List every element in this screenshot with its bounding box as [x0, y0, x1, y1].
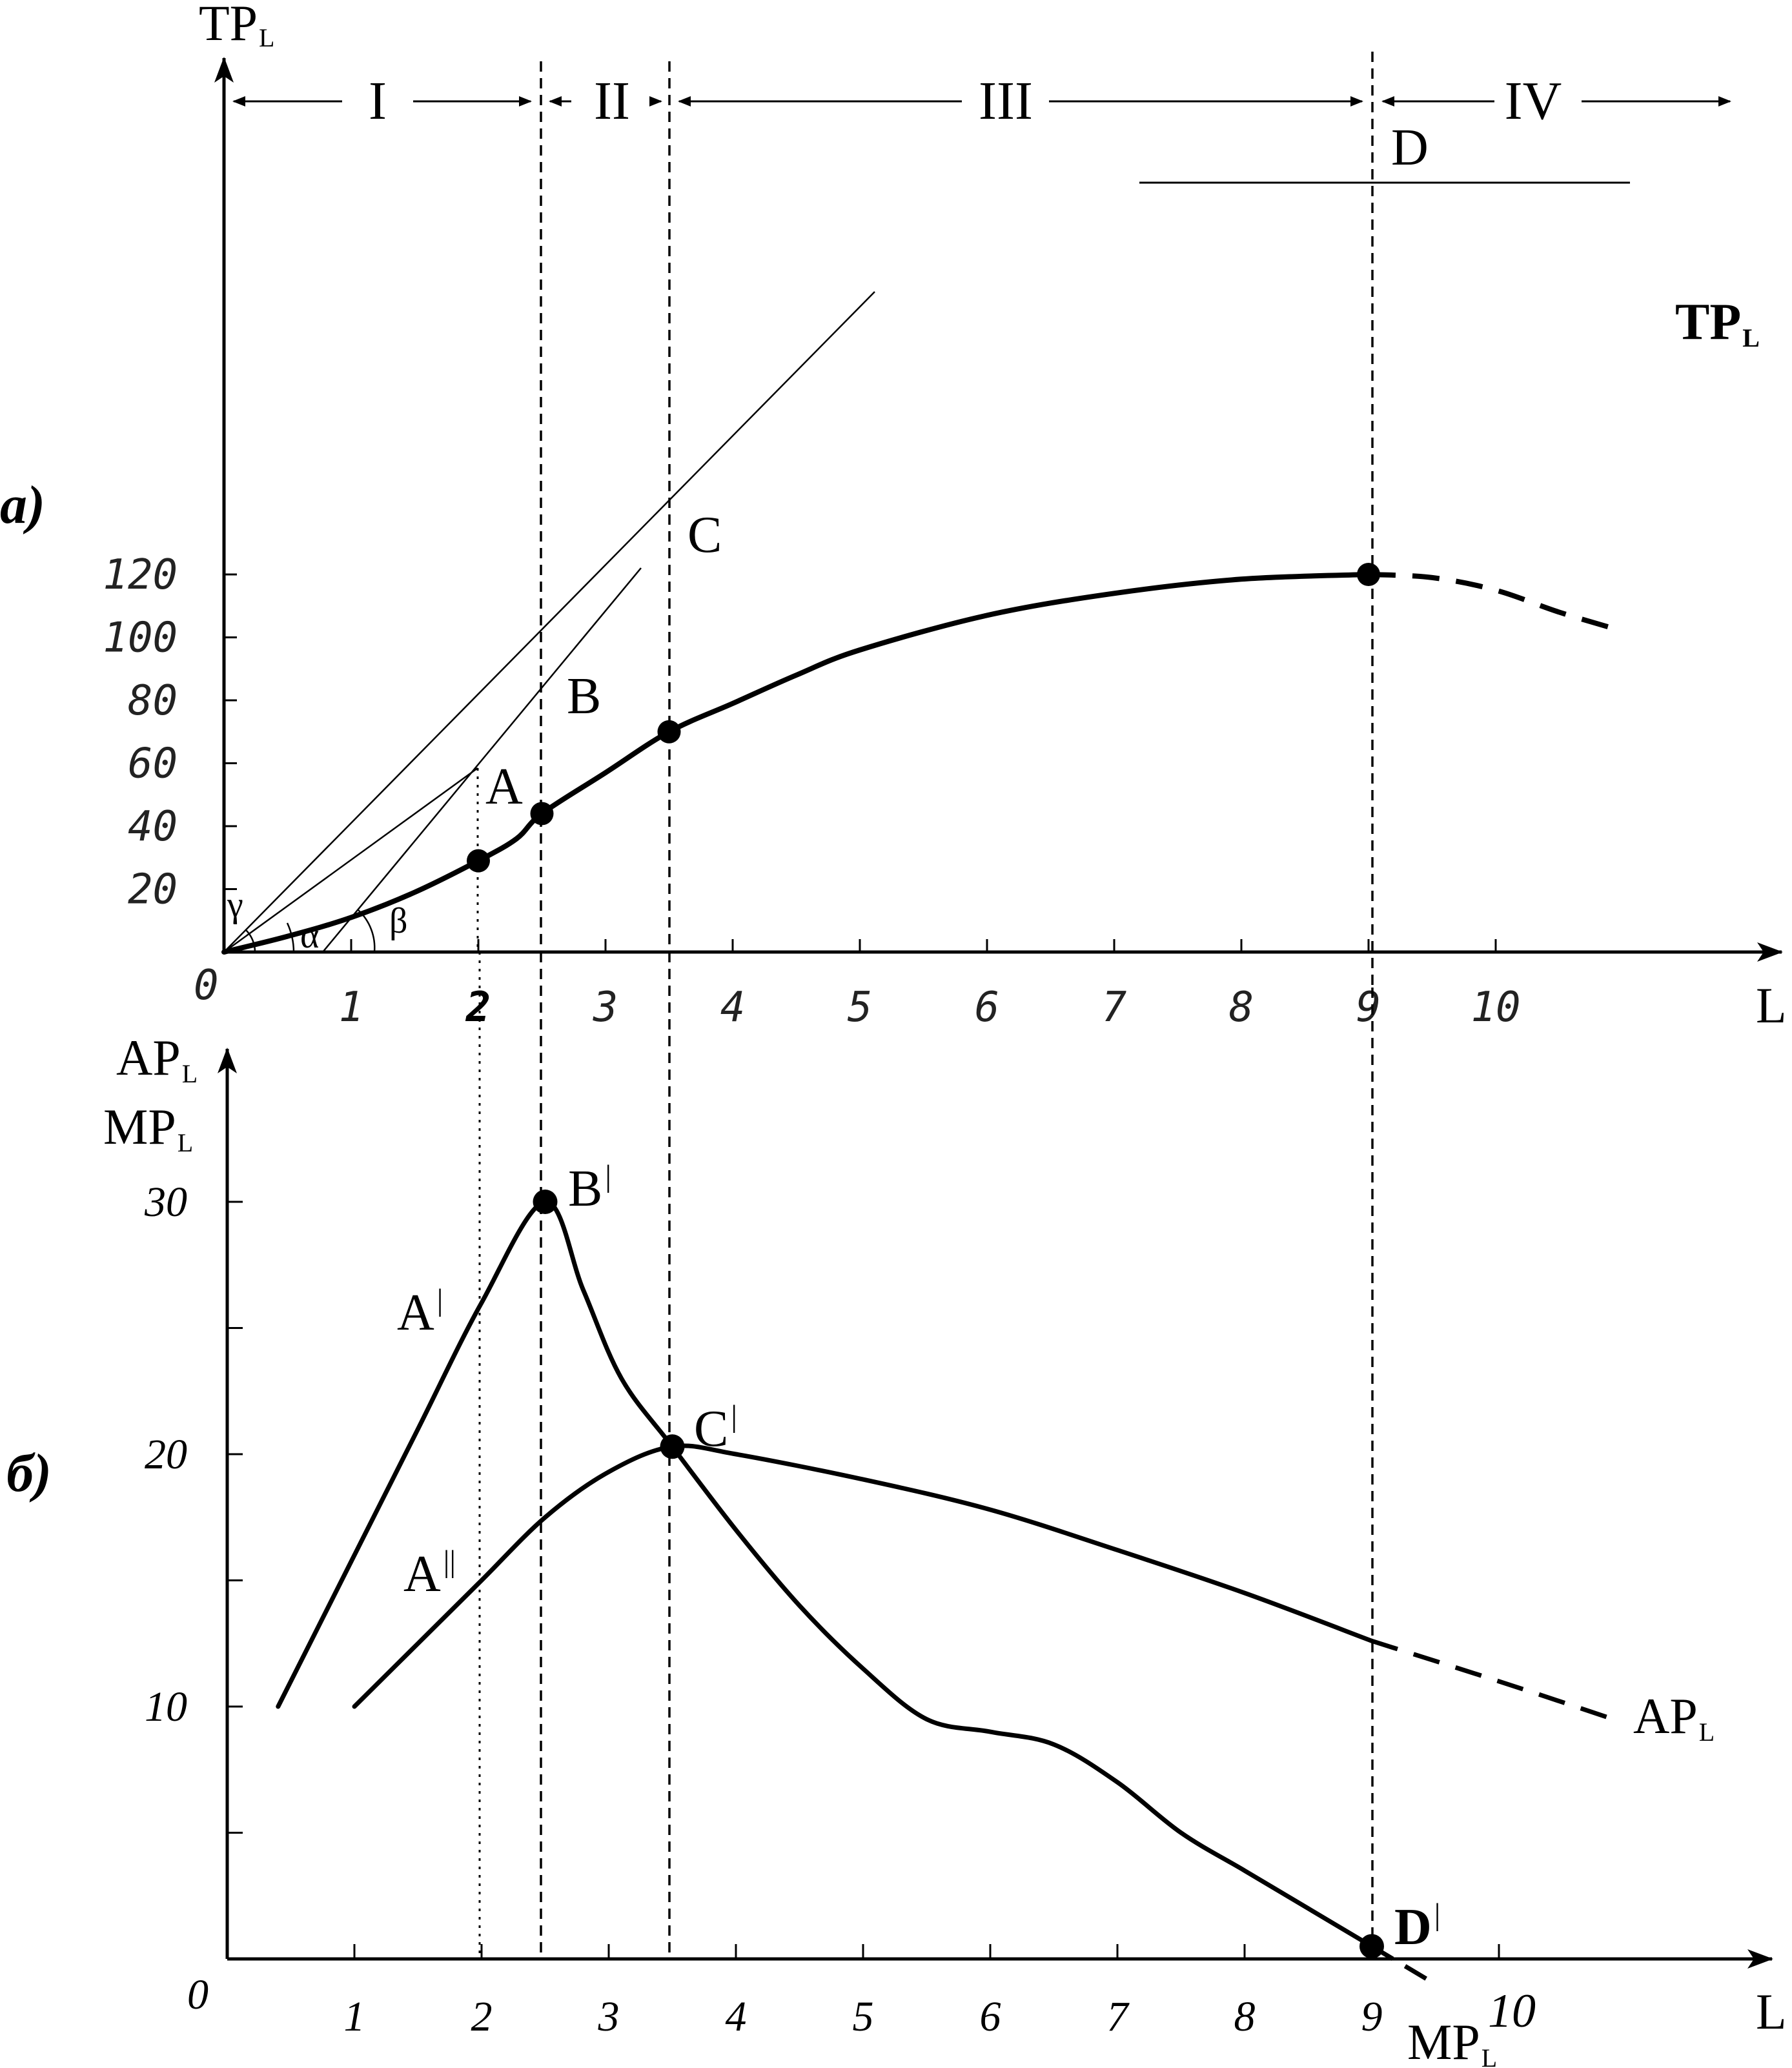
point-b-label: B [567, 668, 601, 725]
ap-curve-label: APL [1633, 1688, 1715, 1747]
point-b-prime-label: B| [568, 1159, 611, 1217]
panel-b-x-ticks: 1 2 3 4 5 6 7 8 9 [344, 1944, 1500, 2040]
panel-a-y-tick-label-80: 80 [128, 677, 178, 725]
point-d-prime [1359, 1934, 1384, 1959]
angle-label-beta: β [389, 901, 408, 941]
angle-label-alpha: α [300, 916, 319, 956]
tangent-rays [223, 181, 1630, 953]
point-d-prime-label: D| [1394, 1898, 1440, 1956]
panel-b-x-tick-label-1: 1 [344, 1993, 365, 2040]
panel-b-y-tick-label-10: 10 [145, 1683, 187, 1730]
panel-a-y-tick-label-40: 40 [128, 803, 178, 851]
point-c [657, 720, 681, 744]
zone-label-3: III [979, 71, 1033, 131]
panel-b-x-tick-label-2: 2 [471, 1993, 493, 2040]
point-c-label: C [687, 507, 722, 563]
ap-label-a-double-prime: A|| [403, 1545, 456, 1603]
point-a-label: A [485, 758, 523, 815]
panel-b-y-ticks: 10 20 30 [144, 1179, 243, 1834]
point-a [467, 849, 490, 873]
ap-curve [352, 1443, 1374, 1709]
tp-curve [221, 572, 1371, 955]
panel-a-y-tick-label-100: 100 [103, 614, 178, 662]
mp-curve-label: MPL [1407, 2014, 1497, 2068]
mp-curve [276, 1199, 1374, 1949]
point-c-prime-label: C| [694, 1399, 737, 1457]
zone-label-4: IV [1505, 71, 1562, 131]
panel-a-x-tick-label-5: 5 [848, 984, 873, 1031]
panel-a-x-tick-label-8: 8 [1229, 984, 1254, 1031]
point-b-prime [533, 1190, 558, 1214]
panel-b-y-tick-label-20: 20 [145, 1431, 187, 1478]
panel-a-x-tick-label-3: 3 [593, 984, 618, 1031]
panel-b-origin-label: 0 [187, 1971, 209, 2018]
panel-b-x-tick-label-7: 7 [1107, 1993, 1130, 2040]
panel-b-y-axis-label-mp: MPL [103, 1099, 193, 1157]
panel-b-y-tick-label-30: 30 [144, 1179, 187, 1226]
panel-a-y-tick-label-120: 120 [103, 551, 178, 599]
panel-a-x-tick-label-6: 6 [975, 984, 1000, 1031]
panel-b-x-tick-label-9: 9 [1361, 1993, 1383, 2040]
zone-label-2: II [594, 71, 630, 131]
mp-label-a-prime: A| [397, 1283, 443, 1341]
panel-b-x-tick-label-3: 3 [598, 1993, 620, 2040]
panel-b-label: б) [6, 1443, 52, 1503]
panel-b-x-tick-label-4: 4 [726, 1993, 747, 2040]
panel-a-y-tick-label-20: 20 [128, 866, 178, 914]
ap-curve-dashed [1370, 1638, 1614, 1721]
angle-arc-gamma [245, 929, 256, 953]
panel-a-x-tick-label-2: 2 [465, 984, 491, 1031]
panel-a-x-tick-label-1: 1 [339, 984, 364, 1031]
panel-a-x-axis-label: L [1756, 977, 1787, 1033]
panel-a-x-tick-label-9: 9 [1356, 984, 1381, 1031]
ray-to-a [223, 767, 478, 953]
panel-a-origin-label: 0 [194, 962, 219, 1009]
tangent-at-b [322, 567, 642, 953]
panel-b-x-tick-label-5: 5 [853, 1993, 874, 2040]
panel-b-points: B| C| D| A| A|| [397, 1159, 1440, 1959]
panel-a-label: а) [0, 475, 45, 535]
point-d-label: D [1391, 119, 1429, 176]
point-b [530, 802, 554, 826]
tp-curve-label: TPL [1675, 294, 1760, 352]
point-c-prime [660, 1434, 685, 1459]
panel-a-x-tick-label-10: 10 [1471, 984, 1520, 1031]
panel-b-x-tick-label-8: 8 [1234, 1993, 1256, 2040]
point-d [1357, 563, 1380, 586]
panel-a-y-tick-label-60: 60 [128, 740, 178, 788]
panel-a-x-tick-label-7: 7 [1102, 984, 1127, 1031]
x-tick-label-10-overlap: 10 [1488, 1985, 1536, 2038]
zone-markers: I II III IV [232, 71, 1731, 131]
panel-a-boundary-lines [540, 52, 1374, 988]
panel-a-points: A B C D [467, 119, 1429, 873]
panel-b-x-tick-label-6: 6 [980, 1993, 1001, 2040]
angle-arcs: γ α β [227, 885, 408, 956]
panel-b-y-axis-label-ap: APL [116, 1029, 198, 1088]
panel-a-y-axis-label: TPL [199, 0, 274, 52]
ray-to-c [223, 291, 875, 953]
tp-curve-dashed [1368, 572, 1624, 634]
panel-a-x-tick-label-4: 4 [720, 984, 746, 1031]
panel-a-total-product: I II III IV TPL L 0 а) 20 40 60 80 100 120 1 2… [0, 0, 1787, 1033]
angle-label-gamma: γ [227, 885, 243, 925]
panel-a-y-ticks: 20 40 60 80 100 120 [103, 551, 237, 914]
zone-label-1: I [369, 71, 387, 131]
panel-a-x-ticks: 1 2 3 4 5 6 7 8 9 10 [339, 939, 1521, 1031]
panel-b-x-axis-label: L [1756, 1983, 1787, 2040]
